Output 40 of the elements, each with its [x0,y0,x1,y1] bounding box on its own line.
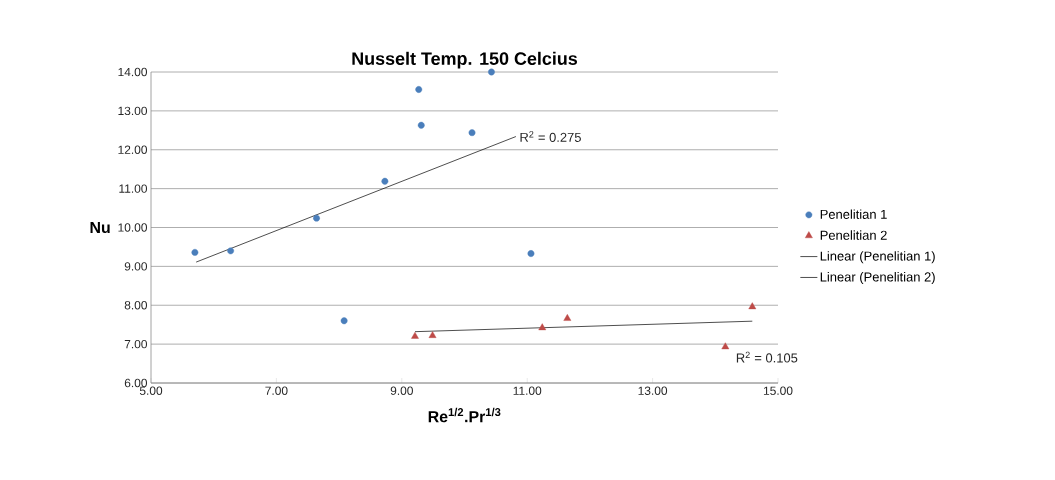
x-tick-label: 9.00 [390,386,413,395]
y-tick-label: 9.00 [124,262,148,271]
point [411,331,419,339]
y-axis-title: Nu [90,221,110,234]
point [721,342,730,350]
y-tick-label: 11.00 [119,184,148,193]
x-tick-label: 11.00 [513,386,542,395]
point [563,314,572,321]
x-tick-label: 5.00 [139,386,163,395]
point [538,323,547,331]
x-axis-title: Re$^{1/2}$.Pr$^{1/3}$ [428,407,501,423]
y-tick-label: 14.00 [118,67,148,77]
y-tick-label: 10.00 [118,223,148,232]
point [488,68,495,76]
legend-label: Linear (Penelitian 2) [820,272,935,285]
y-tick-label: 12.00 [118,145,148,154]
y-tick-label: 7.00 [124,339,148,349]
legend-label: Penelitian 2 [820,230,887,240]
x-tick-label: 7.00 [265,386,288,395]
point [227,247,235,255]
legend-label: Linear (Penelitian 1) [820,251,935,264]
point [313,214,320,222]
point [415,86,423,93]
point [381,177,389,185]
legend-label: Penelitian 1 [820,209,887,219]
chart-title: Nusselt Temp. 150 Celcius [352,51,578,69]
x-tick-label: 13.00 [638,386,668,395]
point [417,121,425,129]
y-tick-label: 13.00 [118,106,148,116]
y-tick-label: 6.00 [124,378,148,388]
annotation: R$^{2}$ = 0.105 [736,351,798,363]
x-tick-label: 15.00 [763,386,793,395]
y-tick-label: 8.00 [124,301,148,310]
point [428,331,437,338]
point [340,317,348,325]
point [748,302,757,310]
point [527,250,535,257]
point [191,248,199,256]
annotation: R$^{2}$ = 0.275 [520,131,581,142]
point [468,129,476,137]
